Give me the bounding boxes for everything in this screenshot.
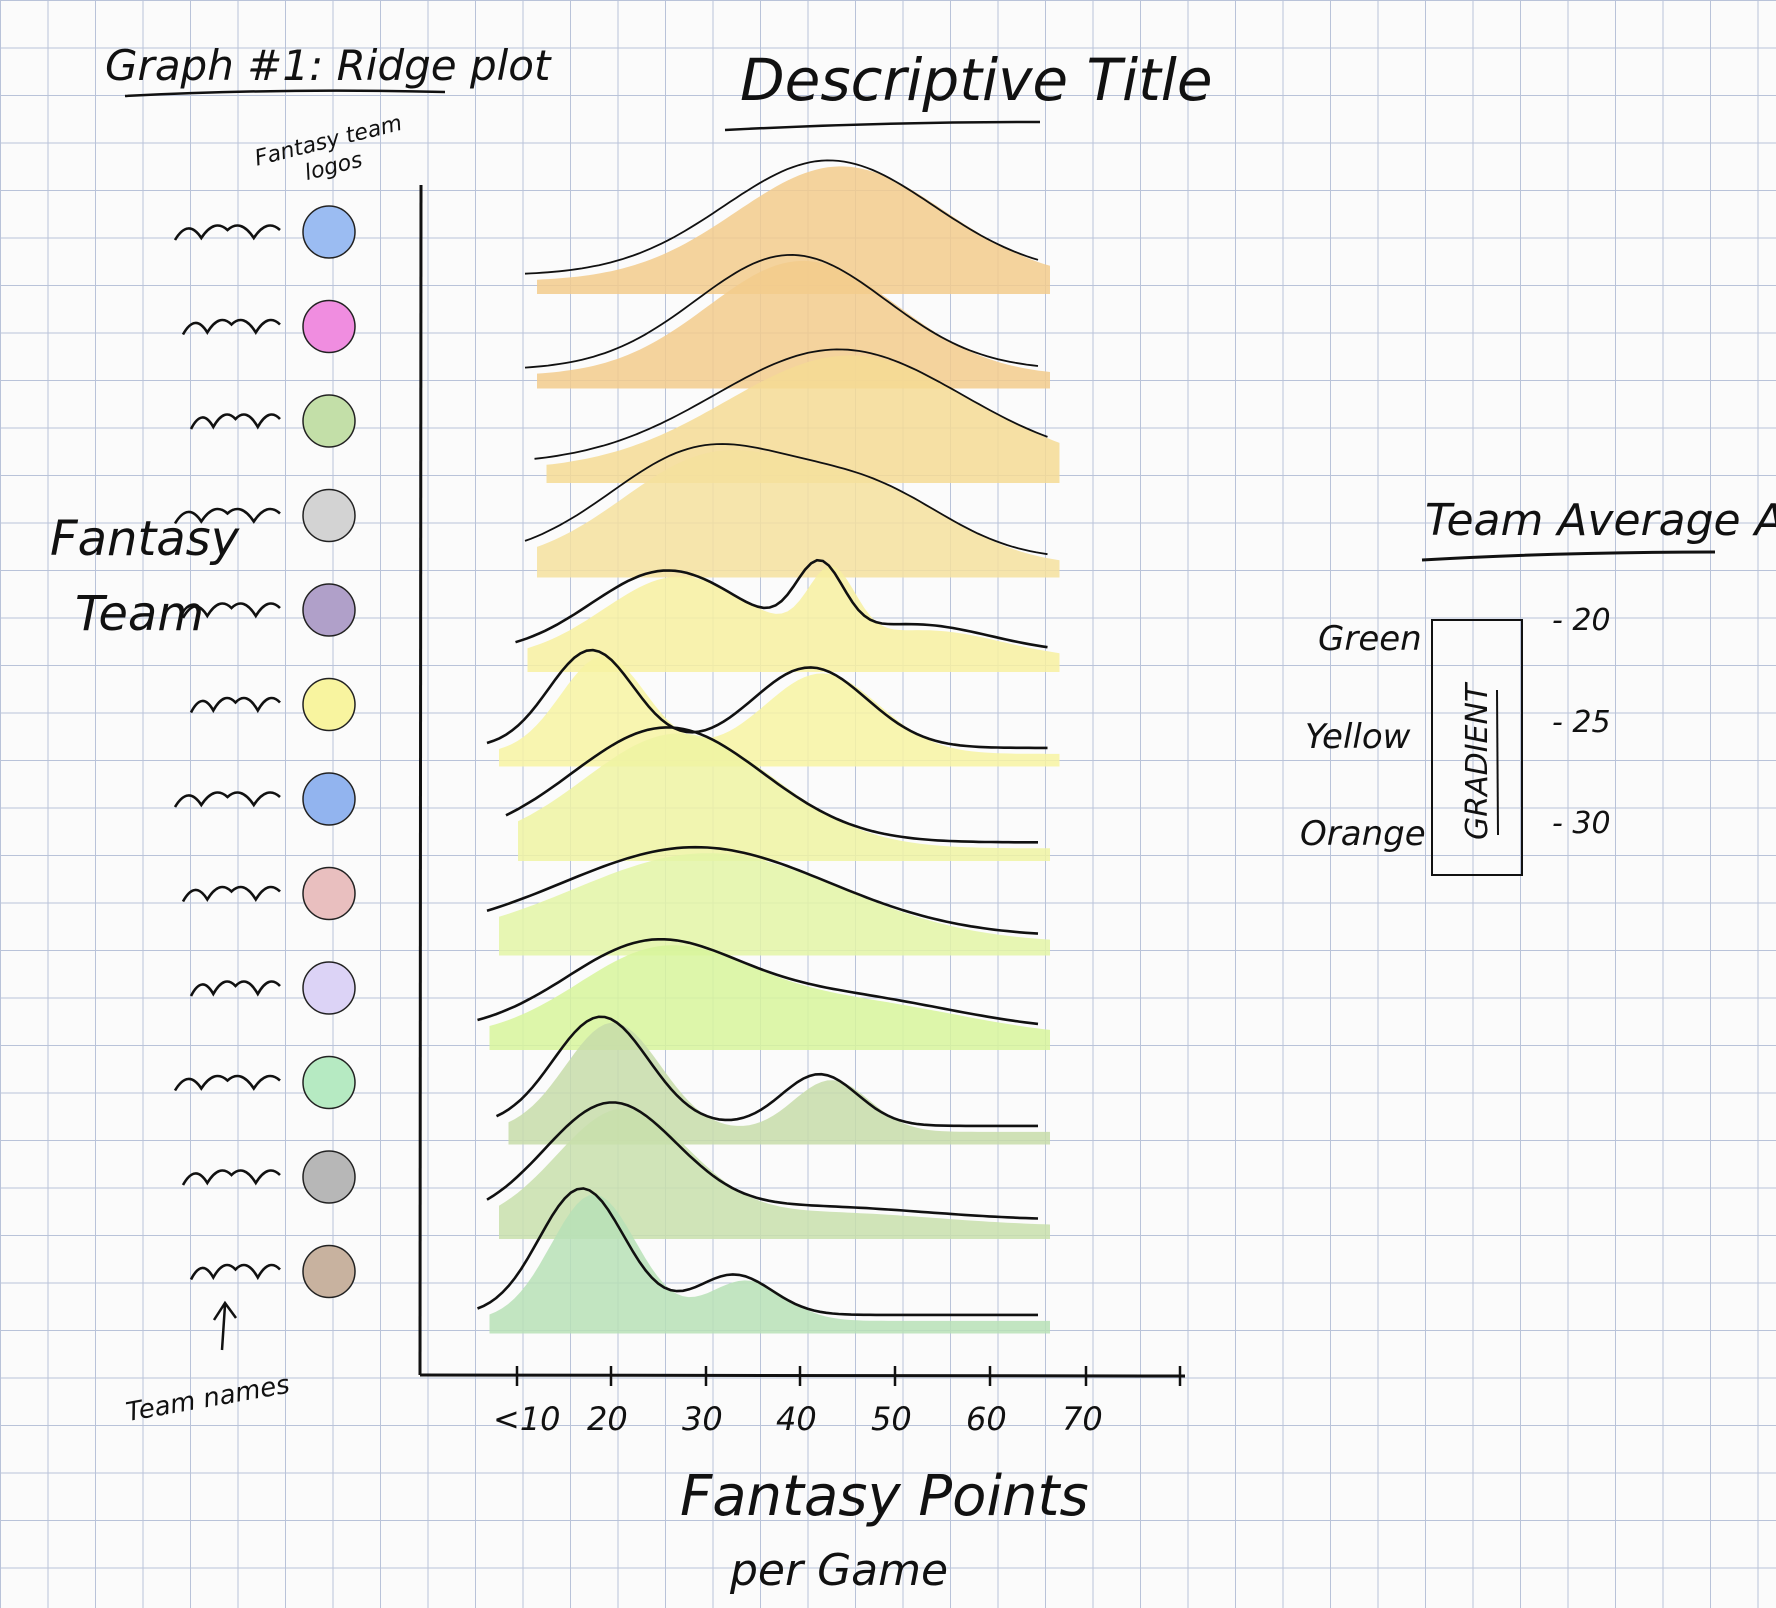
ridge-line-2 <box>524 253 1039 369</box>
ridge-team-6 <box>486 648 1060 767</box>
team-name-scribble-7 <box>173 791 281 808</box>
team-name-scribbles-layer <box>173 224 281 1281</box>
ridge-fill-2 <box>537 260 1050 389</box>
team-name-scribble-9 <box>189 980 281 997</box>
team-name-scribble-11 <box>181 1169 281 1186</box>
logos-label: Fantasy team logos <box>252 111 404 186</box>
team-names-label: Team names <box>124 1370 292 1428</box>
chart-title: Descriptive Title <box>740 46 1213 114</box>
ridge-fill-3 <box>546 355 1060 483</box>
ridge-team-5 <box>515 558 1060 672</box>
ridge-line-10 <box>495 1015 1038 1128</box>
team-name-scribble-12 <box>189 1263 281 1281</box>
team-logo-12 <box>302 1244 356 1299</box>
x-tick-label: 20 <box>587 1400 628 1438</box>
legend-gradient-text: GRADIENT <box>1460 681 1495 840</box>
ridge-fill-7 <box>518 733 1050 861</box>
ridge-team-9 <box>477 938 1050 1050</box>
legend-gradient-underline <box>1496 689 1499 836</box>
y-axis-label-line1: Fantasy <box>50 511 240 567</box>
ridge-fill-4 <box>537 450 1060 578</box>
team-logo-5 <box>302 583 356 637</box>
ridge-line-9 <box>477 938 1039 1026</box>
ridge-line-7 <box>505 726 1038 844</box>
team-names-arrow <box>212 1300 238 1351</box>
ridge-line-1 <box>524 159 1039 275</box>
legend-age-label: - 20 <box>1552 603 1611 638</box>
ridge-line-4 <box>524 443 1048 556</box>
legend-gradient-box <box>1431 619 1523 876</box>
team-logo-8 <box>302 866 356 921</box>
team-logo-1 <box>302 205 356 259</box>
team-name-scribble-10 <box>173 1074 281 1092</box>
ridge-team-3 <box>534 348 1060 483</box>
team-name-scribble-3 <box>189 413 281 430</box>
graph-label: Graph #1: Ridge plot <box>105 41 552 90</box>
x-tick-label: 40 <box>776 1400 817 1438</box>
legend-title: Team Average Age <box>1425 495 1776 546</box>
team-name-scribble-5 <box>181 602 281 619</box>
x-axis-label-line1: Fantasy Points <box>680 1464 1089 1529</box>
ridge-fill-6 <box>499 656 1060 767</box>
y-axis-line <box>418 184 423 1376</box>
legend-color-label: Orange <box>1300 814 1426 854</box>
graph-label-underline <box>124 89 446 98</box>
x-ticks-layer: <10 20 30 40 50 60 70 <box>493 1366 1182 1438</box>
legend-color-label: Yellow <box>1305 717 1411 757</box>
team-logo-10 <box>302 1055 356 1110</box>
team-logo-6 <box>302 677 356 732</box>
x-tick-label: 70 <box>1062 1400 1103 1438</box>
team-logo-4 <box>302 488 356 543</box>
x-axis-label-line2: per Game <box>729 1545 948 1596</box>
x-tick-label: 60 <box>966 1400 1007 1438</box>
ridge-line-6 <box>486 648 1048 750</box>
ridges-layer <box>476 159 1060 1334</box>
team-logo-3 <box>302 394 356 448</box>
ridge-line-3 <box>534 348 1048 460</box>
team-logos-layer <box>302 205 356 1299</box>
ridge-line-8 <box>486 845 1039 935</box>
team-name-scribble-2 <box>181 318 281 336</box>
x-axis-line <box>419 1373 1186 1378</box>
ridge-team-1 <box>524 159 1050 294</box>
ridge-fill-11 <box>499 1108 1050 1239</box>
ridge-fill-9 <box>489 945 1050 1050</box>
ridge-team-11 <box>486 1101 1050 1239</box>
legend-age-label: - 30 <box>1552 806 1611 841</box>
legend-age-label: - 25 <box>1552 705 1611 740</box>
ridge-line-12 <box>476 1187 1038 1317</box>
y-axis-label-line2: Team <box>75 586 204 642</box>
ridge-team-12 <box>476 1187 1050 1334</box>
legend-title-underline <box>1421 550 1716 562</box>
team-logo-9 <box>302 961 356 1015</box>
team-name-scribble-1 <box>173 224 281 241</box>
ridge-team-7 <box>505 726 1050 861</box>
ridge-team-4 <box>524 443 1060 578</box>
x-tick-label: 30 <box>682 1400 723 1438</box>
team-name-scribble-4 <box>173 507 281 525</box>
chart-title-underline <box>724 120 1041 132</box>
legend-color-label: Green <box>1318 619 1422 659</box>
x-tick-label: <10 <box>493 1400 561 1438</box>
ridge-team-2 <box>524 253 1050 389</box>
team-name-scribble-6 <box>189 696 281 714</box>
ridge-team-8 <box>486 845 1050 956</box>
team-logo-2 <box>302 299 356 354</box>
ridge-fill-5 <box>527 566 1060 672</box>
x-tick-label: 50 <box>871 1400 912 1438</box>
legend-entries: Green - 20 Yellow - 25 Orange - 30 <box>1300 603 1611 854</box>
ridge-line-5 <box>515 558 1048 649</box>
ridge-fill-12 <box>489 1194 1050 1334</box>
team-logo-7 <box>302 772 356 826</box>
team-logo-11 <box>302 1150 356 1204</box>
ridge-fill-8 <box>499 853 1050 956</box>
ridge-line-11 <box>486 1101 1039 1220</box>
team-name-scribble-8 <box>181 885 281 903</box>
